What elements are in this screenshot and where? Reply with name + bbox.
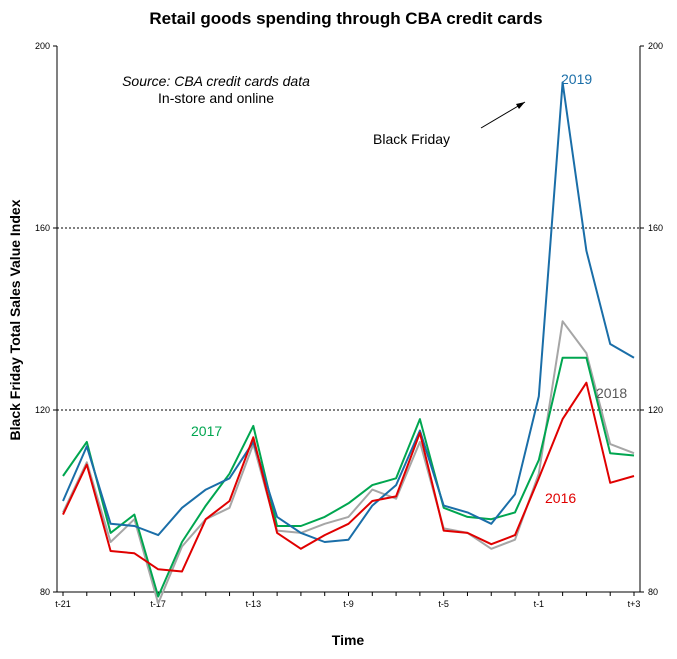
source-subtitle-annotation: In-store and online: [158, 90, 274, 106]
y-axis-right: 80 120 160 200: [640, 41, 663, 597]
black-friday-annotation: Black Friday: [373, 131, 450, 147]
x-tick-label: t-1: [534, 599, 545, 609]
series-line-2018: [62, 320, 635, 605]
y-tick-label-left: 80: [40, 587, 50, 597]
x-tick-label: t-21: [55, 599, 71, 609]
x-tick-label: t+3: [628, 599, 641, 609]
series-label-2017: 2017: [191, 423, 222, 439]
x-tick-label: t-9: [343, 599, 354, 609]
y-tick-label-left: 160: [35, 223, 50, 233]
series-label-2018: 2018: [596, 385, 627, 401]
y-axis-left: 80 120 160 200: [35, 41, 57, 597]
series-label-2019: 2019: [561, 71, 592, 87]
y-tick-label-right: 200: [648, 41, 663, 51]
y-tick-label-left: 120: [35, 405, 50, 415]
y-tick-label-right: 120: [648, 405, 663, 415]
x-axis-title: Time: [332, 632, 365, 648]
y-tick-label-right: 80: [648, 587, 658, 597]
x-tick-label: t-5: [438, 599, 449, 609]
y-tick-label-left: 200: [35, 41, 50, 51]
chart-title: Retail goods spending through CBA credit…: [149, 9, 542, 28]
series-line-2019: [62, 81, 635, 543]
y-tick-label-right: 160: [648, 223, 663, 233]
series-line-2016: [62, 381, 635, 573]
x-tick-label: t-13: [246, 599, 262, 609]
plot-area: [56, 46, 641, 593]
series-label-2016: 2016: [545, 490, 576, 506]
series-line-2017: [62, 356, 635, 598]
gridlines: [57, 227, 640, 411]
x-axis: t-21 t-17 t-13 t-9 t-5 t-1 t+3: [55, 592, 640, 609]
series-lines: [62, 81, 635, 605]
source-annotation: Source: CBA credit cards data: [122, 73, 310, 89]
y-axis-title: Black Friday Total Sales Value Index: [7, 199, 23, 440]
black-friday-arrowhead: [516, 102, 525, 109]
